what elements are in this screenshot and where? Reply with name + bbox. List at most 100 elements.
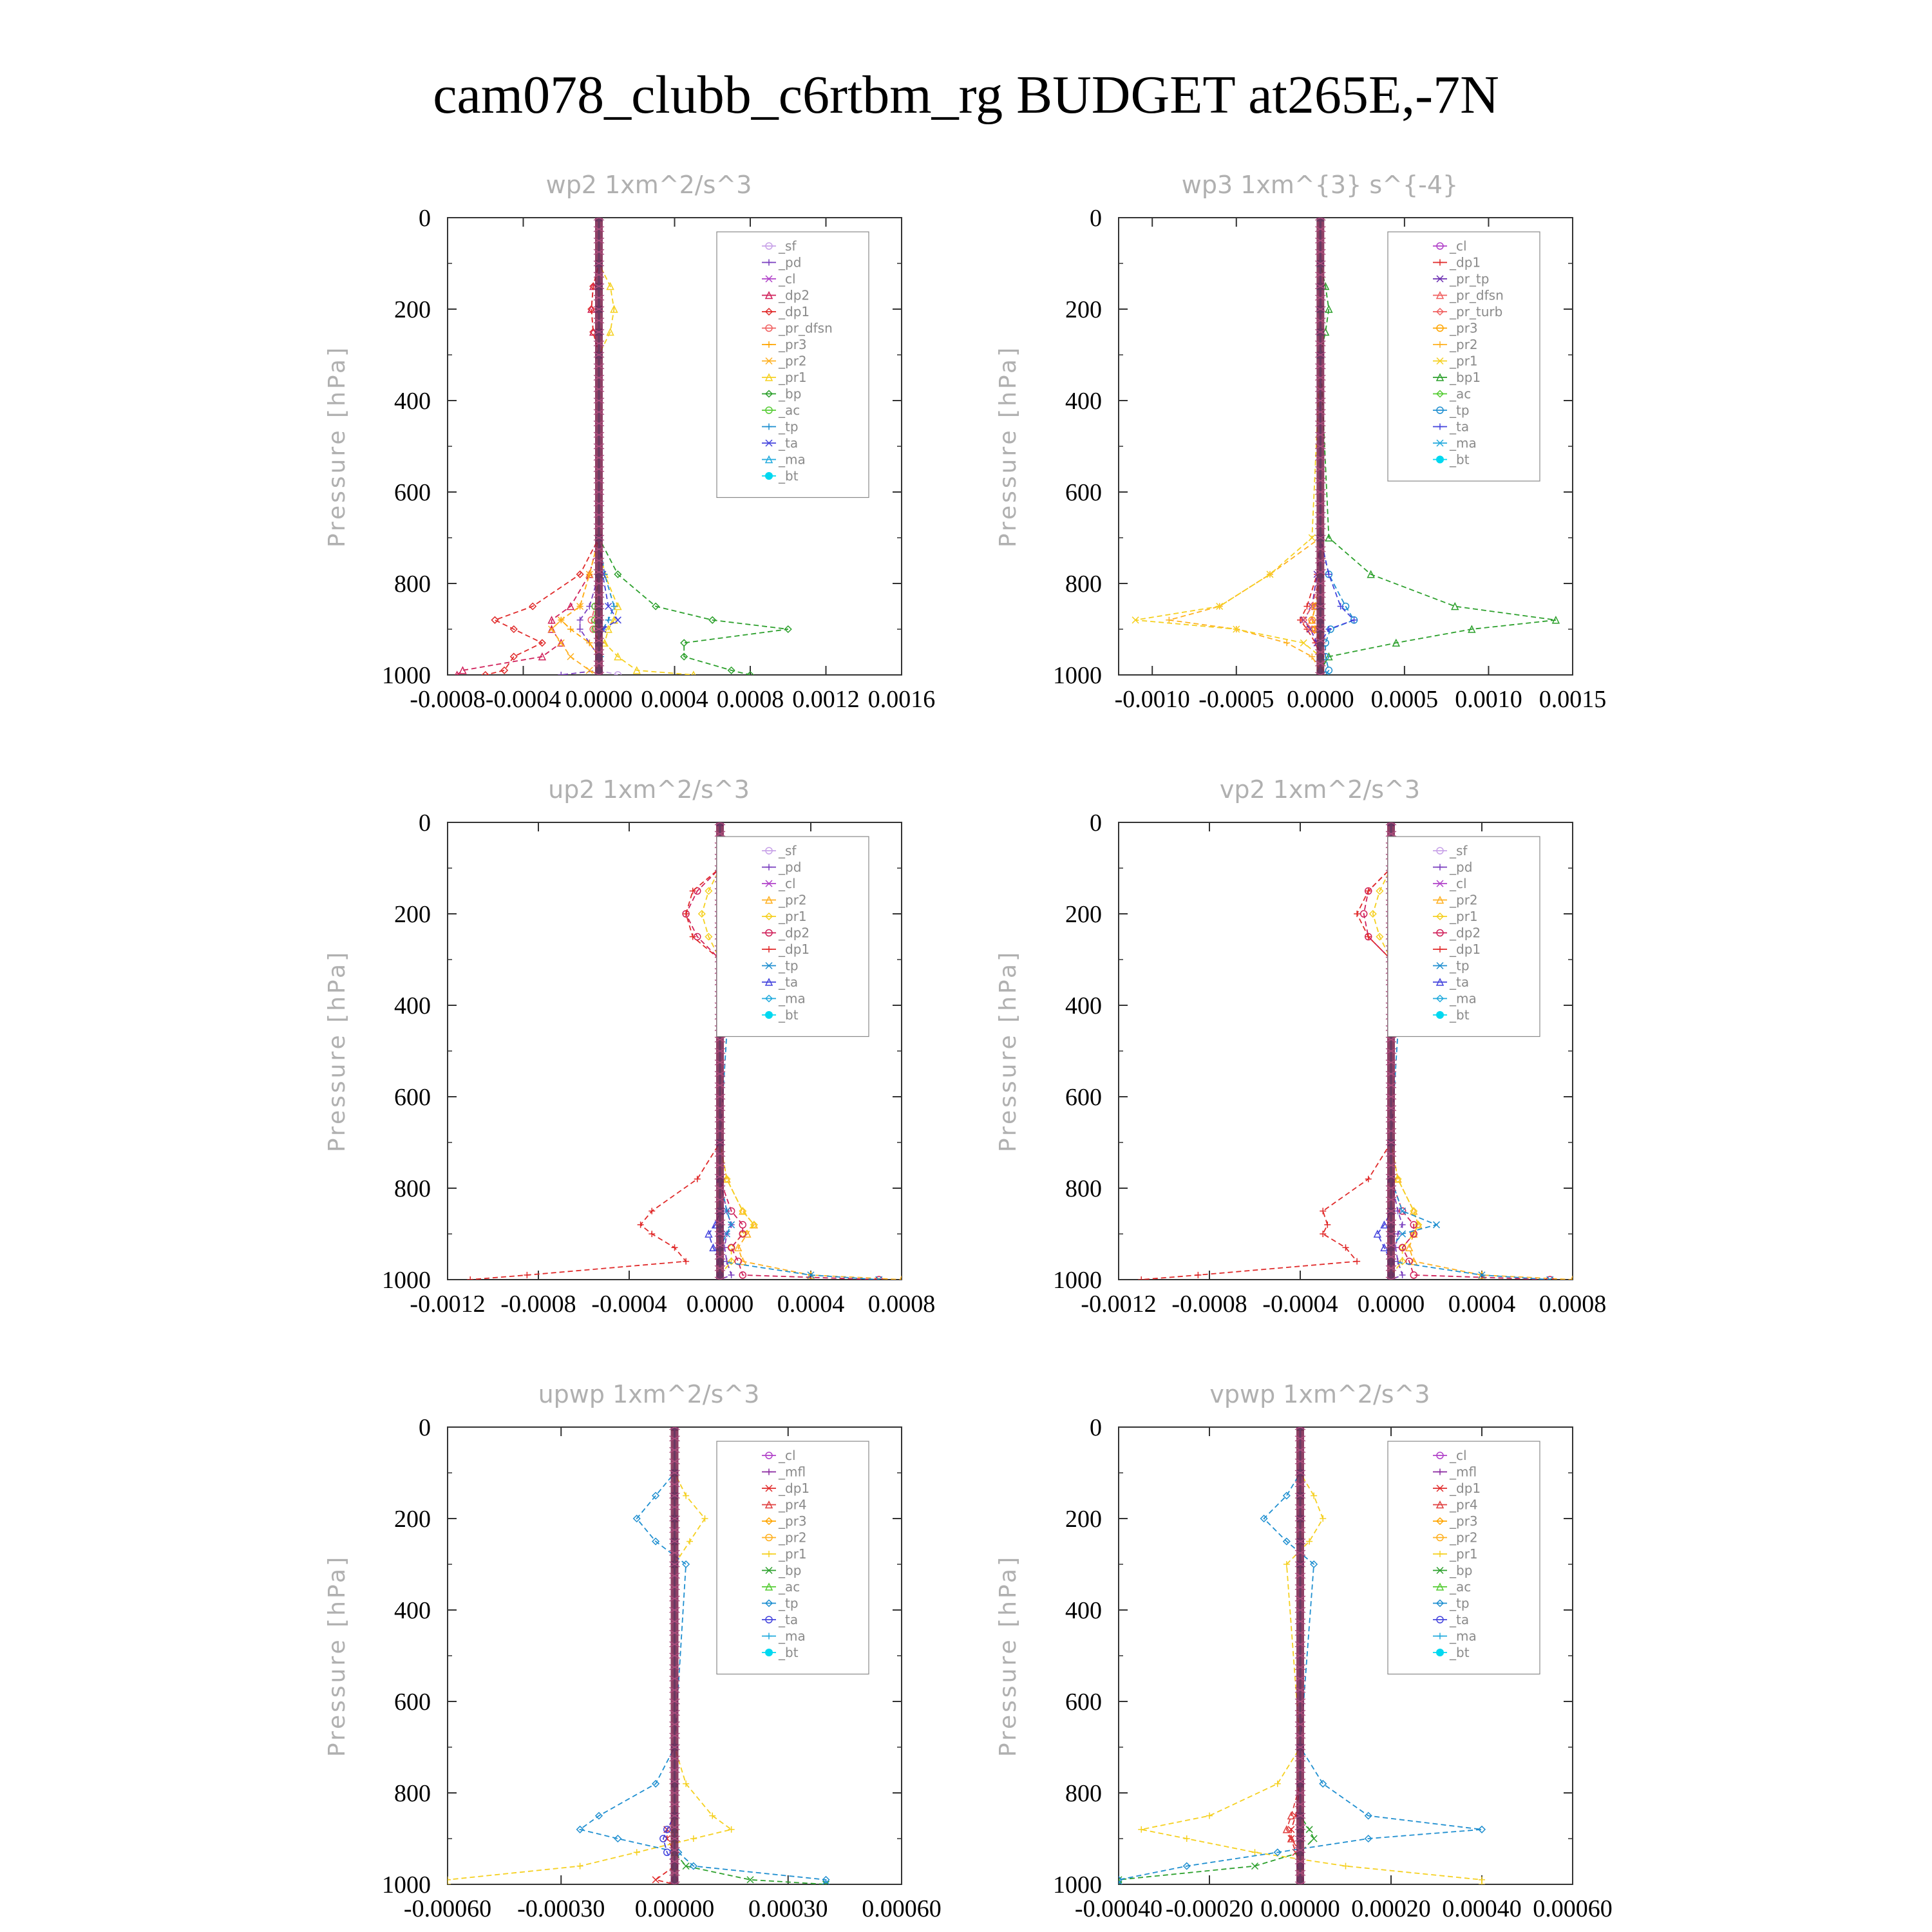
legend-entry: _bp xyxy=(762,386,801,402)
legend-marker xyxy=(765,1452,773,1459)
x-tick-label: 0.00000 xyxy=(1260,1895,1340,1922)
legend-entry: _cl xyxy=(1433,876,1467,891)
data-point xyxy=(1310,1560,1318,1569)
data-point xyxy=(1385,1265,1397,1271)
legend-marker xyxy=(765,472,773,480)
legend-entry: _bt xyxy=(1433,1007,1470,1023)
data-point xyxy=(576,1862,583,1870)
data-point xyxy=(594,1812,603,1820)
x-tick-label: 0.0015 xyxy=(1539,686,1607,713)
legend-marker xyxy=(1436,455,1444,464)
data-point xyxy=(1294,1721,1306,1728)
data-point xyxy=(1314,226,1326,232)
data-point xyxy=(1294,1458,1306,1464)
data-point xyxy=(1266,571,1274,578)
data-point xyxy=(1385,1116,1397,1123)
series-line xyxy=(1135,218,1321,675)
data-point xyxy=(714,1059,726,1066)
chart-panel: wp2 1xm^2/s^3 Pressure [hPa] 0 200 400 600 800… xyxy=(324,171,935,713)
legend-label: _bt xyxy=(1449,1645,1470,1660)
legend-marker xyxy=(1436,1533,1444,1542)
data-point xyxy=(1325,626,1332,632)
series-line xyxy=(1169,218,1321,675)
legend-marker xyxy=(1435,390,1444,398)
data-point xyxy=(1477,1825,1486,1833)
legend-label: _ma xyxy=(1449,1629,1477,1644)
data-point xyxy=(1314,626,1326,632)
legend-entry: _bt xyxy=(762,1007,799,1023)
data-point xyxy=(576,626,583,632)
data-point xyxy=(1367,570,1375,578)
data-point xyxy=(1294,1527,1306,1533)
x-tick-label: -0.0012 xyxy=(410,1291,485,1318)
x-tick-label: 0.0012 xyxy=(792,686,860,713)
data-point xyxy=(734,1243,743,1252)
data-point xyxy=(632,666,641,674)
data-point xyxy=(557,638,565,647)
data-point xyxy=(566,601,575,611)
data-point xyxy=(593,500,605,507)
legend-label: _bt xyxy=(778,1645,799,1660)
data-point xyxy=(669,1756,680,1762)
data-point xyxy=(714,1082,726,1088)
data-point xyxy=(1314,614,1326,621)
legend-box xyxy=(1387,231,1540,482)
legend-marker xyxy=(1437,341,1443,348)
data-point xyxy=(1410,1206,1418,1215)
panel-title: up2 1xm^2/s^3 xyxy=(548,775,750,804)
data-point xyxy=(682,1862,690,1870)
legend-label: _pr3 xyxy=(1449,1513,1478,1529)
legend-box xyxy=(716,1441,869,1675)
legend-entry: _sf xyxy=(762,238,797,254)
data-point xyxy=(1314,580,1326,587)
data-point xyxy=(614,1834,622,1843)
data-point xyxy=(1314,557,1326,564)
legend-entry: _pr1 xyxy=(762,370,807,385)
legend-marker xyxy=(764,307,773,316)
data-point xyxy=(714,1036,726,1043)
legend-label: _bp xyxy=(1449,1563,1472,1578)
legend-label: _pr_dfsn xyxy=(778,321,833,336)
data-point xyxy=(1325,533,1333,542)
data-point xyxy=(1385,1253,1397,1260)
data-point xyxy=(669,1881,680,1884)
data-point xyxy=(1314,500,1326,507)
legend: _sf _pd_cl _pr2_pr1_dp2_dp1_tp_ta_ma_bt xyxy=(1387,836,1540,1037)
data-point xyxy=(593,340,605,346)
data-point xyxy=(727,1207,735,1215)
legend-marker xyxy=(1435,1599,1444,1607)
data-point xyxy=(714,1219,726,1226)
data-point xyxy=(669,1561,680,1567)
data-point xyxy=(1385,1208,1397,1215)
legend-label: _pr_turb xyxy=(1449,304,1502,319)
legend-entry: _pr_tp xyxy=(1433,271,1489,287)
data-point xyxy=(1394,1175,1402,1183)
data-point xyxy=(593,626,605,632)
data-point xyxy=(727,1244,735,1252)
data-point xyxy=(1394,1258,1401,1265)
legend-marker xyxy=(764,390,773,398)
data-point xyxy=(669,1766,680,1774)
legend-label: _pr2 xyxy=(778,1530,807,1546)
y-tick-label: 200 xyxy=(394,296,431,323)
data-point xyxy=(1287,1834,1296,1842)
data-point xyxy=(610,616,618,624)
legend-label: _tp xyxy=(1449,402,1470,418)
data-point xyxy=(1294,1732,1306,1739)
data-point xyxy=(1385,1139,1397,1146)
x-tick-label: 0.0000 xyxy=(565,686,633,713)
data-point xyxy=(1294,1710,1306,1716)
data-point xyxy=(605,602,612,611)
legend-marker xyxy=(1437,946,1443,952)
data-point xyxy=(1320,1231,1327,1237)
data-point xyxy=(714,1242,726,1249)
series-line xyxy=(1372,822,1419,1280)
data-point xyxy=(593,374,605,381)
legend-entry: _cl xyxy=(1433,1448,1467,1463)
legend-label: _pd xyxy=(1449,860,1472,875)
data-point xyxy=(1385,831,1397,837)
data-point xyxy=(576,616,583,623)
data-point xyxy=(1309,653,1316,660)
legend-box xyxy=(1387,1441,1540,1675)
data-point xyxy=(1314,409,1326,415)
